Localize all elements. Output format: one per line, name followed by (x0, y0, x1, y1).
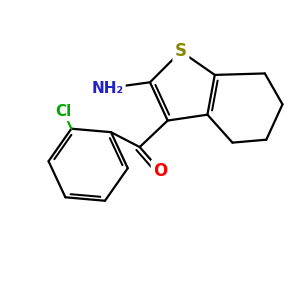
Text: Cl: Cl (55, 104, 71, 119)
Text: NH₂: NH₂ (91, 81, 123, 96)
Text: O: O (153, 162, 167, 180)
Text: S: S (175, 42, 187, 60)
